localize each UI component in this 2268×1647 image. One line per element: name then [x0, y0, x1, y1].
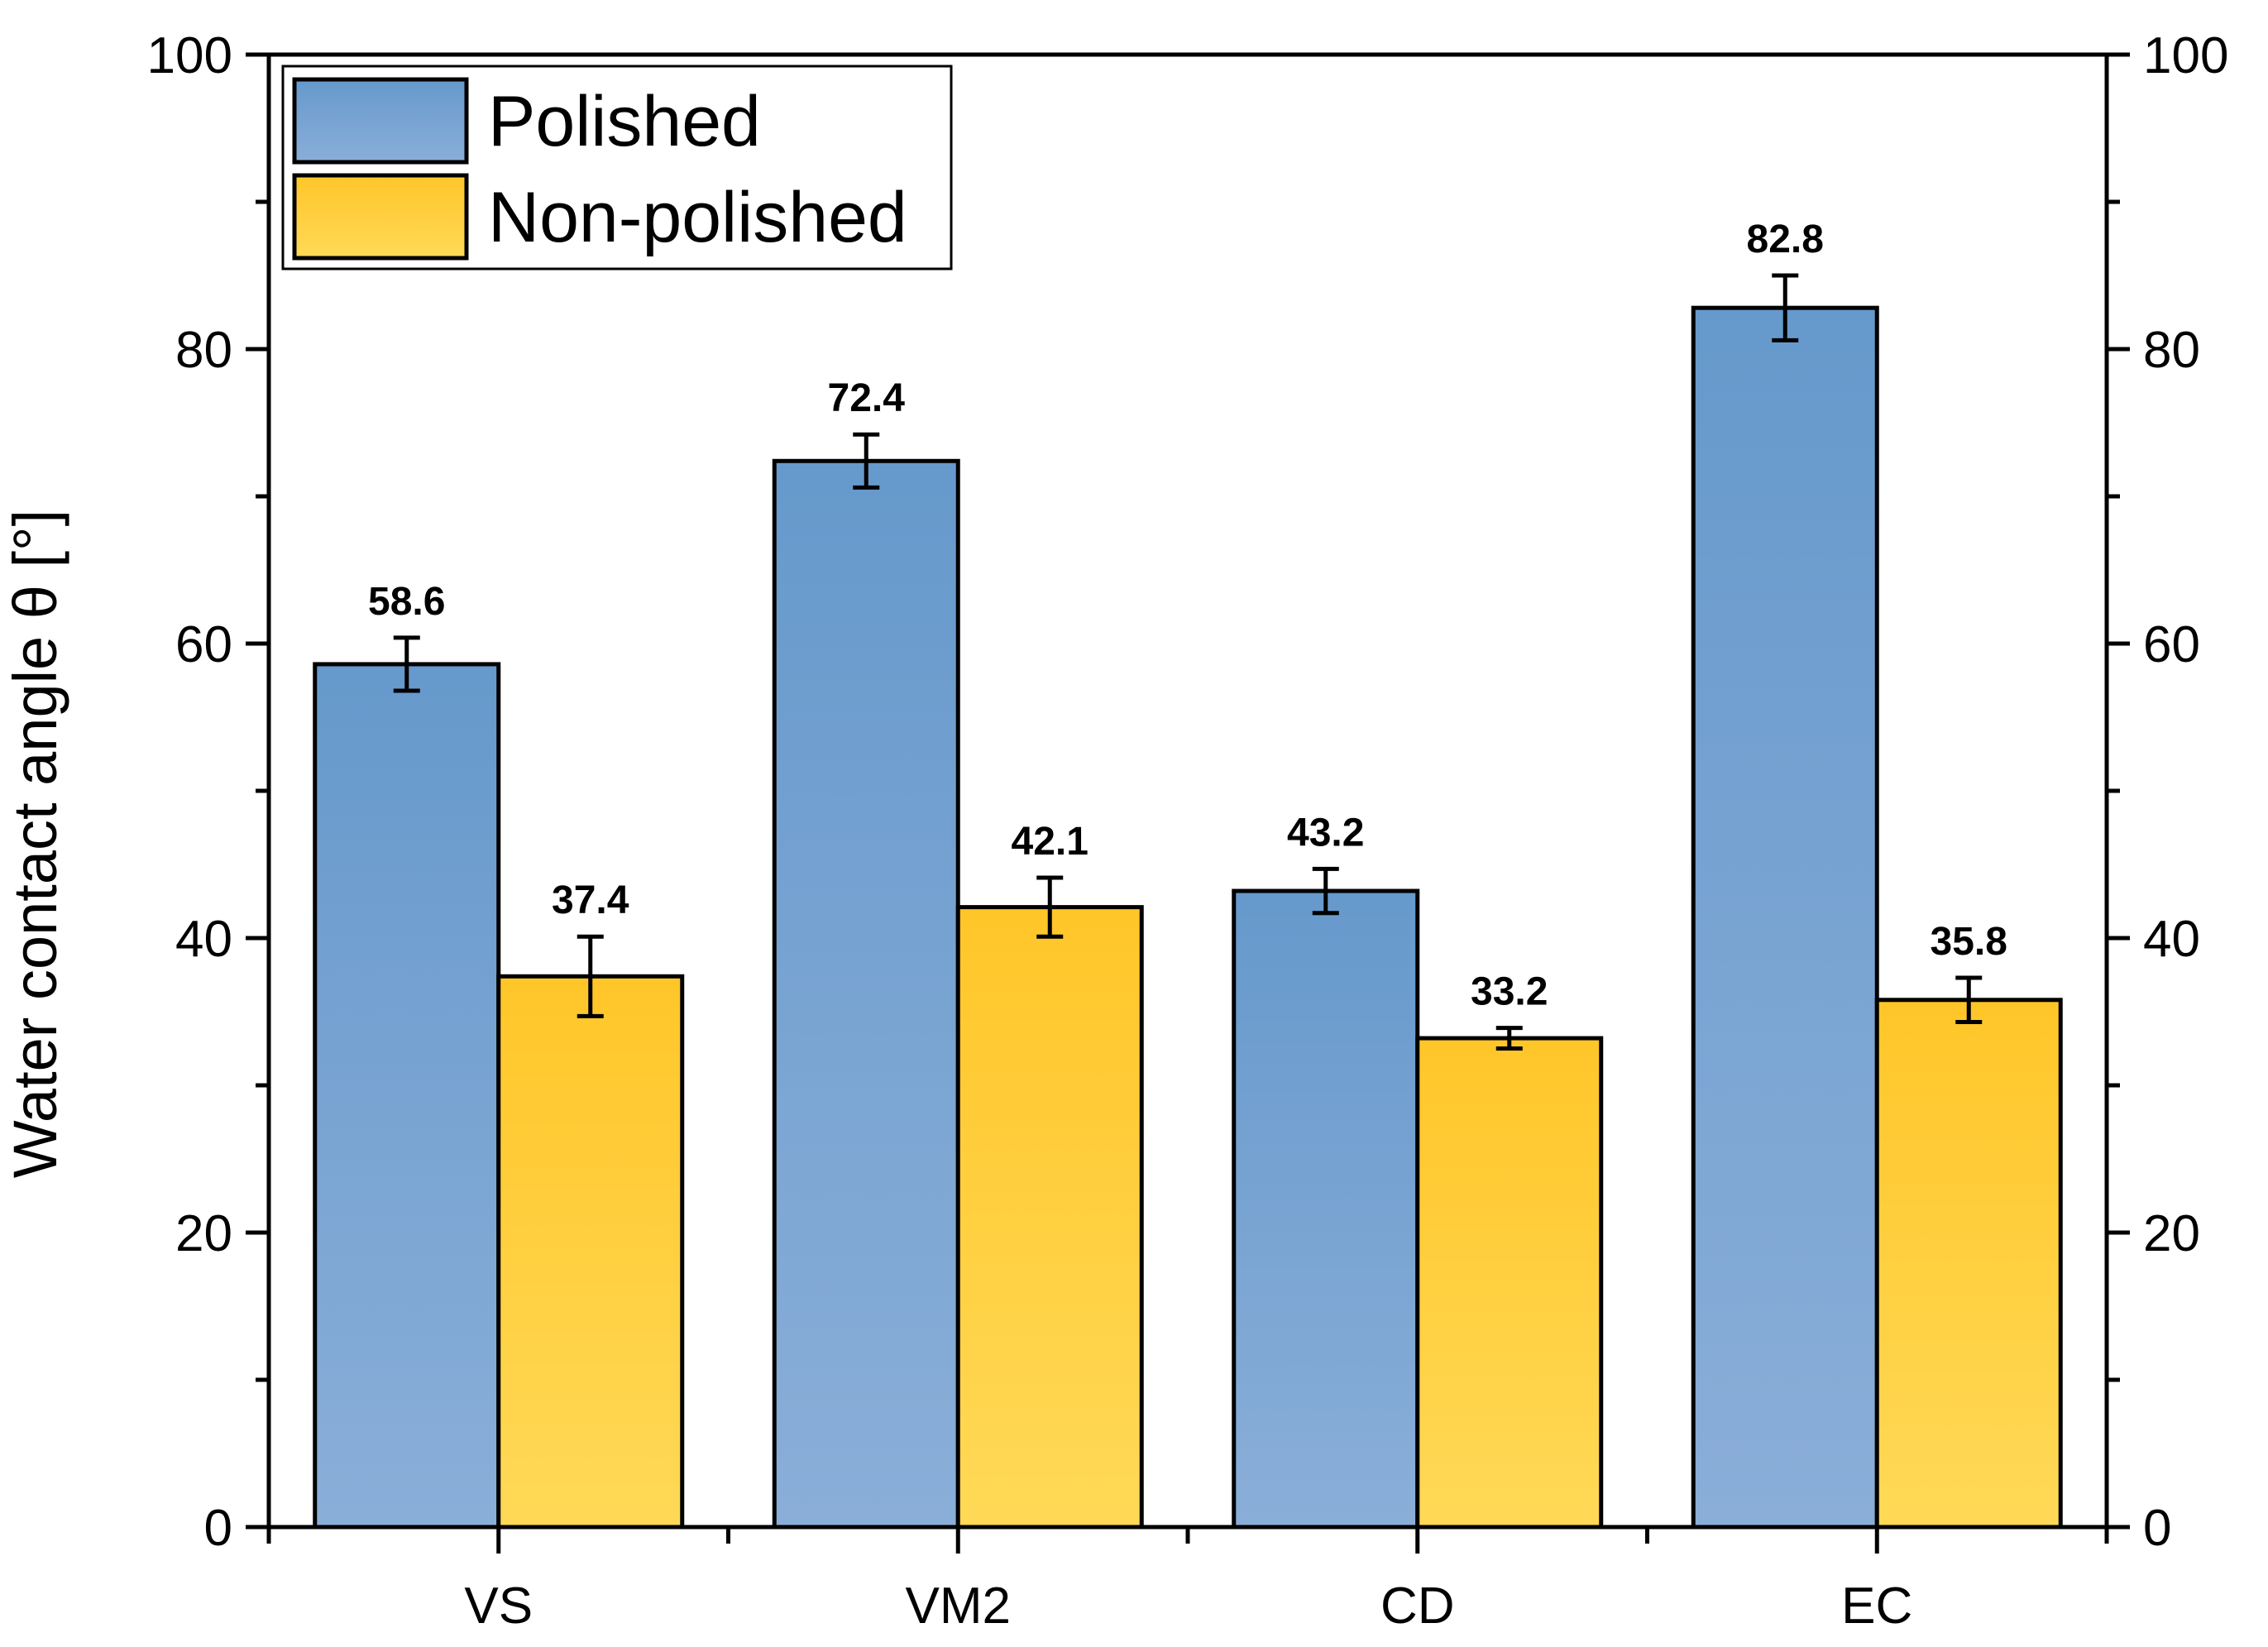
y-tick-label-left: 60 — [175, 616, 232, 673]
y-tick-label-right: 80 — [2143, 322, 2200, 379]
y-tick-label-right: 40 — [2143, 911, 2200, 968]
y-tick-label-left: 40 — [175, 911, 232, 968]
legend-swatch-polished — [292, 77, 469, 165]
legend-label: Non-polished — [488, 178, 907, 257]
bar-non-polished-vs — [496, 974, 685, 1530]
bars-layer — [313, 305, 2063, 1530]
bar-polished-ec — [1691, 305, 1879, 1530]
bar-non-polished-cd — [1415, 1036, 1604, 1530]
y-tick-label-left: 20 — [175, 1205, 232, 1262]
axes-layer: 0 0 20 20 40 40 60 60 80 80 100 100 VS VM2 CD EC — [147, 27, 2229, 1635]
x-tick-label: VM2 — [906, 1578, 1011, 1635]
y-tick-label-left: 80 — [175, 322, 232, 379]
bar-polished-cd — [1232, 888, 1420, 1530]
bar-polished-vm2 — [772, 458, 960, 1530]
data-label: 72.4 — [828, 376, 906, 420]
data-label: 58.6 — [368, 580, 445, 624]
data-label: 35.8 — [1931, 920, 2007, 964]
bar-non-polished-vm2 — [955, 905, 1144, 1530]
data-label: 37.4 — [552, 879, 629, 922]
y-axis-title: Water contact angle θ [°] — [1, 510, 69, 1178]
y-tick-label-right: 60 — [2143, 616, 2200, 673]
legend-swatch-non-polished — [292, 173, 469, 261]
bar-polished-vs — [313, 662, 501, 1530]
data-label: 42.1 — [1012, 820, 1089, 864]
y-tick-label-right: 0 — [2143, 1500, 2171, 1557]
data-label: 82.8 — [1747, 218, 1824, 261]
bar-non-polished-ec — [1874, 998, 2063, 1530]
y-tick-label-left: 100 — [147, 27, 232, 84]
data-label: 33.2 — [1471, 970, 1548, 1014]
y-tick-label-left: 0 — [204, 1500, 232, 1557]
x-tick-label: CD — [1380, 1578, 1455, 1635]
x-tick-label: VS — [464, 1578, 533, 1635]
error-bars-layer — [393, 273, 1983, 1051]
data-label: 43.2 — [1287, 811, 1364, 855]
y-tick-label-right: 20 — [2143, 1205, 2200, 1262]
y-tick-label-right: 100 — [2143, 27, 2228, 84]
legend: Polished Non-polished — [281, 65, 953, 271]
data-labels-layer: 58.6 37.4 72.4 42.1 43.2 33.2 82.8 35.8 — [368, 218, 2007, 1014]
legend-label: Polished — [488, 82, 761, 161]
x-tick-label: EC — [1841, 1578, 1912, 1635]
